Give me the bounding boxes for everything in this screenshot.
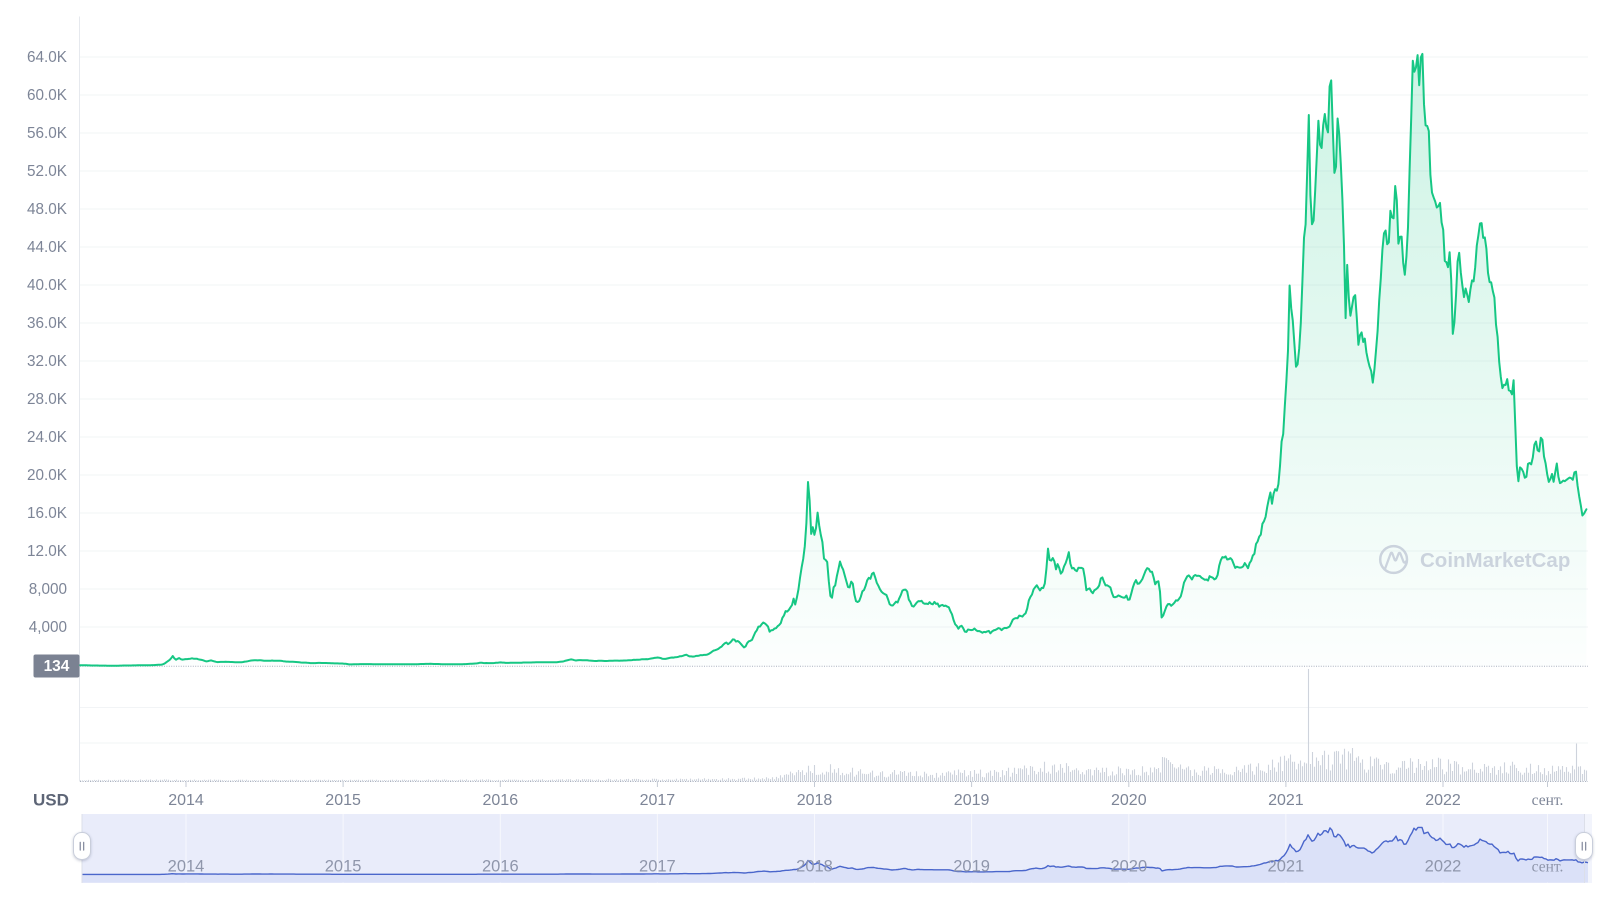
svg-text:CoinMarketCap: CoinMarketCap <box>1420 549 1570 572</box>
svg-text:16.0K: 16.0K <box>27 505 68 522</box>
svg-text:40.0K: 40.0K <box>27 277 68 294</box>
svg-text:2014: 2014 <box>168 858 205 876</box>
svg-text:134: 134 <box>44 658 70 675</box>
svg-text:56.0K: 56.0K <box>27 125 68 142</box>
svg-text:2016: 2016 <box>483 792 519 809</box>
svg-text:52.0K: 52.0K <box>27 163 68 180</box>
svg-text:2015: 2015 <box>325 792 361 809</box>
svg-text:2014: 2014 <box>168 792 204 809</box>
svg-text:36.0K: 36.0K <box>27 315 68 332</box>
svg-text:сент.: сент. <box>1532 792 1564 809</box>
svg-text:48.0K: 48.0K <box>27 201 68 218</box>
svg-text:2022: 2022 <box>1425 858 1462 876</box>
svg-text:2015: 2015 <box>325 858 362 876</box>
svg-text:12.0K: 12.0K <box>27 543 68 560</box>
svg-text:44.0K: 44.0K <box>27 239 68 256</box>
svg-text:4,000: 4,000 <box>29 619 67 636</box>
svg-text:2016: 2016 <box>482 858 519 876</box>
svg-text:32.0K: 32.0K <box>27 353 68 370</box>
svg-text:2018: 2018 <box>796 858 833 876</box>
svg-text:2017: 2017 <box>639 858 676 876</box>
svg-text:2021: 2021 <box>1268 858 1305 876</box>
svg-text:2018: 2018 <box>797 792 833 809</box>
svg-text:20.0K: 20.0K <box>27 467 68 484</box>
svg-text:2022: 2022 <box>1425 792 1461 809</box>
svg-text:2021: 2021 <box>1268 792 1304 809</box>
svg-text:сент.: сент. <box>1532 859 1564 876</box>
svg-text:8,000: 8,000 <box>29 581 67 598</box>
svg-text:2019: 2019 <box>954 792 990 809</box>
svg-text:60.0K: 60.0K <box>27 87 68 104</box>
svg-text:64.0K: 64.0K <box>27 49 68 66</box>
svg-text:28.0K: 28.0K <box>27 391 68 408</box>
svg-text:2020: 2020 <box>1111 792 1147 809</box>
svg-text:2020: 2020 <box>1110 858 1147 876</box>
svg-text:2017: 2017 <box>640 792 676 809</box>
svg-text:24.0K: 24.0K <box>27 429 68 446</box>
svg-text:2019: 2019 <box>953 858 990 876</box>
svg-text:USD: USD <box>33 791 69 810</box>
